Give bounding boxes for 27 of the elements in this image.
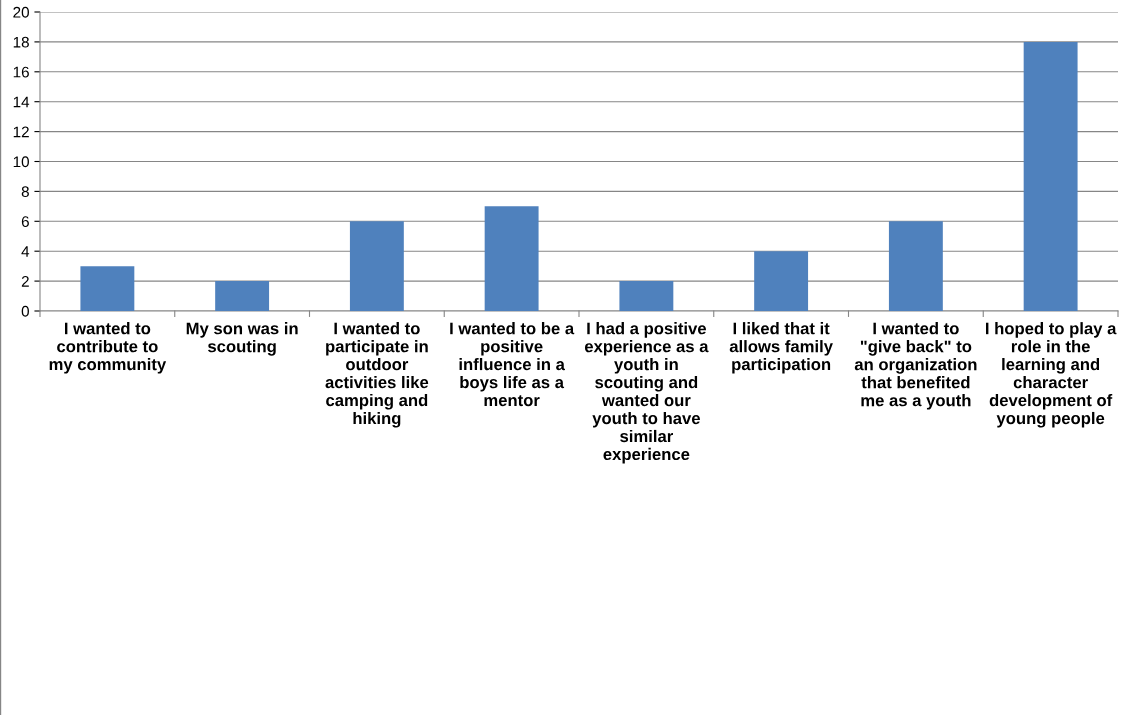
x-tick-label: I liked that it allows family participation: [729, 322, 833, 374]
bar: [1023, 41, 1078, 311]
y-tick-label: 2: [21, 275, 29, 287]
x-tick-label: I hoped to play a role in the learning and character development of young people: [986, 322, 1117, 428]
bar: [349, 221, 404, 311]
y-tick-label: 8: [21, 186, 29, 198]
y-tick-label: 12: [13, 126, 29, 138]
y-tick-label: 14: [13, 96, 30, 108]
y-tick-label: 16: [13, 66, 29, 78]
y-tick-label: 10: [13, 156, 29, 168]
x-tick-label: I had a positive experience as a youth in scouting and wanted our youth to have similar experience: [584, 322, 709, 464]
x-tick-label: My son was in scouting: [186, 322, 298, 356]
bar: [484, 206, 539, 311]
bar: [215, 281, 270, 311]
x-tick-label: I wanted to "give back" to an organization that benefited me as a youth: [854, 322, 977, 410]
y-tick-label: 6: [21, 216, 29, 227]
x-tick-label: I wanted to participate in outdoor activities like camping and hiking: [325, 322, 429, 428]
bar: [754, 251, 809, 311]
bar: [80, 266, 135, 311]
bar: [888, 221, 943, 311]
x-tick-label: I wanted to be a positive influence in a boys life as a mentor: [450, 322, 575, 407]
y-tick-label: 0: [21, 305, 29, 317]
y-tick-label: 20: [13, 6, 29, 18]
x-tick-label: I wanted to contribute to my community: [49, 322, 167, 374]
y-tick-label: 4: [21, 246, 30, 257]
y-tick-label: 18: [13, 36, 29, 48]
bar: [619, 281, 674, 311]
